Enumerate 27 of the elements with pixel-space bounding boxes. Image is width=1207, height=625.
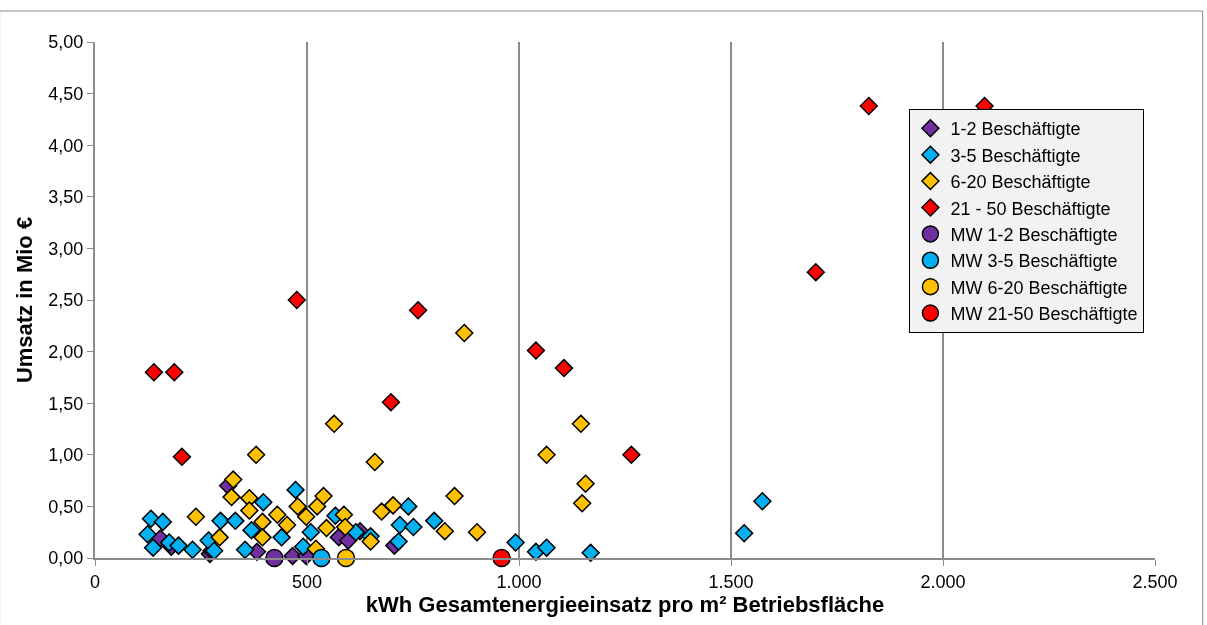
legend-label: 1-2 Beschäftigte [950,119,1081,140]
y-tick-label: 0,00 [48,548,84,569]
x-tick-label: 2.500 [1132,571,1178,592]
y-tick-label: 1,00 [48,445,84,466]
x-tick-label: 500 [291,571,323,592]
legend-label: MW 3-5 Beschäftigte [950,251,1118,272]
y-tick-label: 4,50 [48,83,84,104]
y-tick-label: 1,50 [48,393,84,414]
legend-label: 6-20 Beschäftigte [950,172,1091,193]
x-tick-label: 0 [89,571,101,592]
y-tick-label: 0,50 [48,496,84,517]
legend-label: 21 - 50 Beschäftigte [950,198,1111,219]
y-tick-label: 4,00 [48,135,84,156]
y-tick-label: 5,00 [48,32,84,53]
y-tick-label: 3,50 [48,187,84,208]
y-tick-label: 3,00 [48,238,84,259]
x-axis-title: kWh Gesamtenergieeinsatz pro m² Betriebsfläche [365,592,885,617]
legend-label: MW 1-2 Beschäftigte [950,224,1118,245]
y-axis-title: Umsatz in Mio € [11,216,37,384]
legend-label: MW 21-50 Beschäftigte [950,304,1138,325]
y-tick-label: 2,00 [48,341,84,362]
x-tick-label: 1.500 [708,571,754,592]
legend-label: 3-5 Beschäftigte [950,145,1081,166]
legend-label: MW 6-20 Beschäftigte [950,277,1128,298]
y-tick-label: 2,50 [48,290,84,311]
x-tick-label: 2.000 [920,571,966,592]
x-tick-label: 1.000 [496,571,542,592]
